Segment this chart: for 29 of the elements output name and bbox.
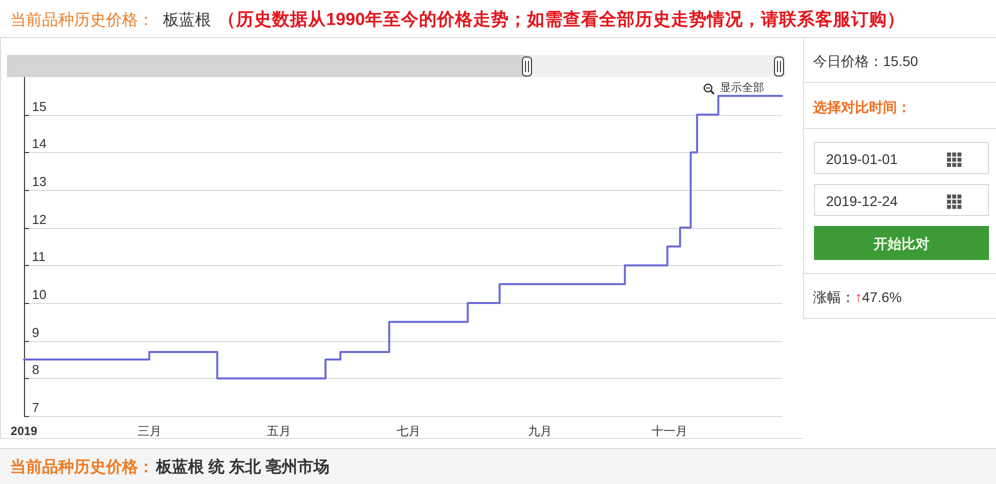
chart-subtitle: （历史数据从1990年至今的价格走势；如需查看全部历史走势情况，请联系客服订购）	[218, 9, 905, 29]
text: 选择对比时间：	[812, 99, 911, 115]
text: 今日价格：15.50	[813, 53, 918, 69]
text: 板蓝根 统 东北 亳州市场	[155, 457, 330, 476]
x-tick-label: 十一月	[651, 424, 688, 438]
text: 2019-12-24	[826, 193, 898, 209]
text: 涨幅：	[813, 289, 855, 305]
text: 2019-01-01	[826, 151, 898, 167]
y-tick-label: 11	[32, 249, 46, 264]
text: ↑	[855, 289, 862, 305]
y-tick-label: 15	[32, 99, 46, 114]
y-tick-label: 7	[32, 400, 40, 415]
y-tick-label: 9	[32, 325, 40, 340]
x-tick-label: 三月	[137, 424, 162, 438]
y-tick-label: 10	[32, 287, 46, 302]
x-tick-label: 七月	[396, 424, 420, 438]
y-tick-label: 14	[32, 136, 46, 151]
x-tick-label: 九月	[528, 424, 552, 438]
y-tick-label: 12	[32, 212, 46, 227]
y-tick-label: 8	[32, 362, 40, 377]
x-tick-label: 2019	[10, 424, 38, 438]
text: 当前品种历史价格：	[10, 458, 154, 476]
text: 开始比对	[872, 236, 930, 252]
y-tick-label: 13	[32, 174, 46, 189]
x-tick-label: 五月	[266, 424, 291, 438]
text: 板蓝根	[162, 11, 211, 29]
annotation: 显示全部	[720, 81, 764, 94]
text: 47.6%	[862, 289, 902, 305]
chart-title: 当前品种历史价格：	[10, 11, 154, 29]
